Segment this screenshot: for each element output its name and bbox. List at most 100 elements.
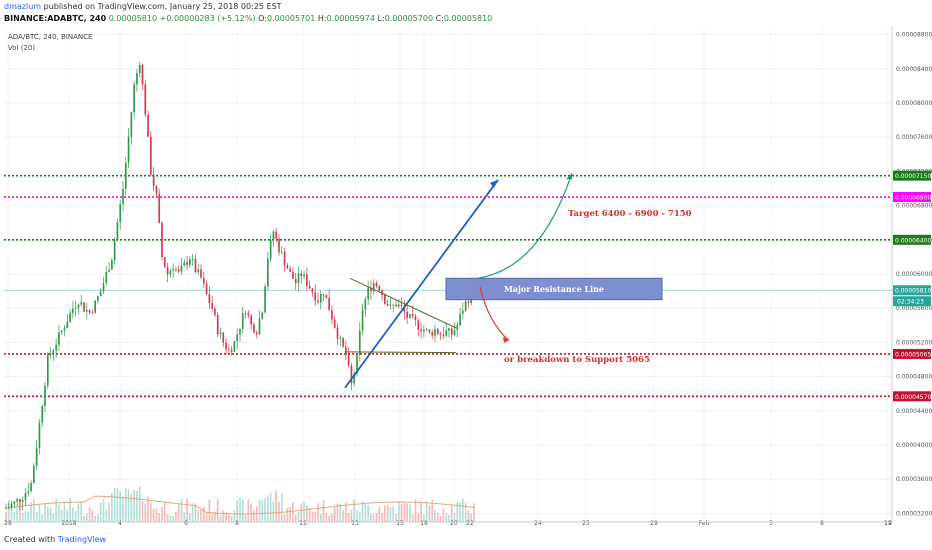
volume-bar (403, 503, 406, 522)
x-tick-label: 12 (884, 520, 892, 527)
candle-body (370, 287, 372, 292)
candle-body (222, 332, 225, 343)
price-label-box (893, 170, 931, 181)
candle-body (33, 465, 35, 484)
candle-body (97, 296, 99, 301)
x-tick-label: 28 (4, 520, 12, 527)
volume-bar (361, 501, 364, 522)
candle-body (423, 329, 425, 332)
candle-body (194, 258, 197, 273)
drawings: Major Resistance Line Target 6400 - 6900 … (344, 172, 692, 389)
candle-body (191, 258, 194, 260)
volume-bar (200, 508, 202, 522)
volume-bar (409, 504, 411, 522)
volume-bar (286, 507, 289, 522)
created-with: Created with (4, 535, 56, 544)
volume-bar (261, 500, 264, 522)
price-label-text: 0.00007150 (895, 173, 931, 180)
candle-body (286, 265, 289, 269)
volume-bar (205, 513, 208, 522)
candle-body (350, 365, 353, 384)
volume-bar (428, 504, 431, 522)
candle-body (244, 313, 247, 314)
candle-body (24, 492, 27, 501)
y-tick-label: 0.00003600 (896, 476, 932, 483)
volume-bar (161, 506, 163, 522)
volume-bar (136, 491, 138, 522)
volume-bar (442, 508, 445, 522)
candle-body (225, 342, 227, 350)
volume-bar (172, 515, 174, 522)
candle-body (102, 283, 105, 292)
volume-bar (80, 501, 83, 522)
volume-bar (180, 498, 183, 522)
volume-bar (448, 514, 450, 522)
volume-bar (400, 504, 403, 522)
volume-bar (423, 514, 425, 522)
candle-body (339, 337, 342, 339)
candle-body (211, 303, 213, 309)
x-tick-label: 18 (420, 520, 428, 527)
volume-bar (339, 504, 342, 522)
volume-bar (216, 498, 219, 522)
tradingview-brand[interactable]: TradingView (57, 535, 107, 544)
open-value: 0.00005701 (267, 14, 316, 23)
candle-body (158, 193, 161, 223)
blue-trend-line (344, 179, 499, 389)
candle-body (83, 302, 85, 312)
price-label-box (893, 285, 931, 296)
volume-bar (342, 510, 344, 522)
candle-body (180, 265, 183, 272)
candle-body (55, 344, 57, 351)
candle-body (94, 300, 96, 313)
candle-body (85, 309, 88, 312)
candle-body (464, 301, 467, 311)
candle-body (136, 73, 138, 85)
candle-body (434, 329, 436, 336)
candle-body (364, 299, 367, 310)
candle-body (214, 308, 216, 315)
close-label: C: (435, 14, 444, 23)
volume-bar (16, 507, 18, 522)
price-chart[interactable]: Major Resistance Line Target 6400 - 6900 … (0, 26, 932, 528)
candle-body (395, 304, 397, 307)
volume-bar (111, 493, 113, 522)
volume-bar (345, 502, 347, 522)
volume-bar (99, 502, 102, 522)
candle-body (124, 162, 127, 189)
volume-bar (27, 511, 30, 522)
volume-bar (436, 512, 439, 522)
volume-bar (63, 502, 66, 522)
volume-bar (431, 499, 434, 522)
candle-body (375, 282, 378, 287)
red-arrow-head (503, 336, 510, 343)
red-breakdown-arrow (479, 286, 509, 341)
x-tick-label: 8 (235, 520, 239, 527)
candle-body (325, 294, 328, 299)
volume-bar (283, 514, 286, 522)
candle-body (186, 262, 188, 265)
volume-bar (244, 514, 247, 522)
candle-body (138, 64, 141, 74)
candle-body (122, 188, 124, 204)
volume-bar (88, 507, 91, 522)
volume-bar (233, 510, 236, 522)
volume-bar (370, 513, 372, 522)
candle-body (431, 332, 434, 336)
candle-body (400, 304, 403, 307)
author-link[interactable]: dmazlum (4, 2, 42, 11)
resistance-box-label: Major Resistance Line (504, 284, 604, 294)
volume-bar (325, 512, 328, 522)
volume-bar (450, 504, 453, 522)
y-tick-label: 0.00008400 (896, 66, 932, 73)
candle-body (436, 329, 439, 334)
volume-bar (186, 498, 188, 522)
volume-bar (311, 511, 314, 522)
volume-bar (119, 491, 122, 522)
volume-bar (434, 509, 436, 522)
candle-body (111, 260, 113, 270)
volume-bar (7, 500, 10, 522)
volume-bar (378, 507, 381, 522)
volume-bar (375, 513, 378, 522)
volume-bar (236, 500, 239, 522)
